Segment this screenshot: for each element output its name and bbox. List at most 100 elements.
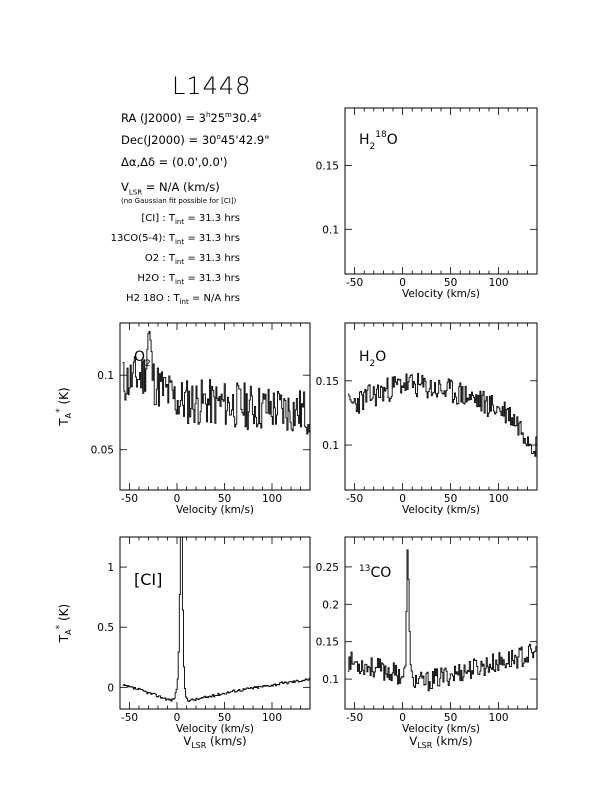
offset-label: Δα,Δδ [121,155,156,169]
x-tick-label: 0 [399,277,406,289]
spectrum-panel: -50 0 50 100 0 0.5 1 Velocity (km/s)VLSR (km/s)… [55,536,311,750]
tint-row-h218o: H2 18O : Tint = N/A hrs [126,293,240,306]
x-tick-label: 0 [174,712,181,724]
y-tick-label: 0.1 [97,370,114,382]
y-tick-label: 0.15 [316,160,339,172]
x-axis-label: Velocity (km/s) [176,504,254,516]
tint-row-13co: 13CO(5-4): Tint = 31.3 hrs [110,233,240,246]
dec-line: Dec(J2000) = 30o45'42.9" [121,133,270,147]
y-axis-label: TA* (K) [55,387,73,426]
spectrum-line [347,549,538,692]
series-label: H218O [359,130,398,152]
tint-line-o2: O2 [144,253,160,264]
tint-value-o2: 31.3 hrs [198,253,240,264]
y-tick-label: 0.05 [91,445,114,457]
x-tick-label: 100 [489,712,509,724]
vlsr-sub: LSR [128,188,143,197]
x-tick-label: -50 [346,712,363,724]
x-tick-label: -50 [346,493,363,505]
offset-value: (0.0',0.0') [171,155,228,169]
x-tick-label: 50 [444,277,457,289]
integration-times: [CI] : Tint = 31.3 hrs 13CO(5-4): Tint =… [60,213,240,313]
y-tick-label: 0 [107,682,114,694]
x-tick-label: 0 [174,493,181,505]
tint-value-13co: 31.3 hrs [198,233,240,244]
ra-equals: = [185,111,195,125]
y-axis-label: TA* (K) [55,604,73,643]
x-axis-label: Velocity (km/s) [402,723,480,735]
y-tick-label: 0.2 [322,599,339,611]
x-tick-label: 100 [489,277,509,289]
ra-minutes: 25 [210,111,226,125]
x-tick-label: 100 [489,493,509,505]
spectrum-panel: -50 0 50 100 0.1 0.15 Velocity (km/s) H2O [316,322,538,516]
tint-row-o2: O2 : Tint = 31.3 hrs [144,253,240,266]
x-tick-label: 50 [444,712,457,724]
series-label: 13CO [359,564,391,581]
spectrum-panel: -50 0 50 100 0.1 0.15 Velocity (km/s) H218O [316,107,538,300]
series-label: O2 [134,349,151,369]
ra-hours: 3 [198,111,206,125]
vlsr-line: VLSR = N/A (km/s) [121,180,220,196]
y-tick-label: 0.5 [97,622,114,634]
x-tick-label: 50 [218,493,231,505]
source-title: L1448 [172,72,252,100]
ra-label: RA (J2000) [121,111,182,125]
y-tick-label: 1 [107,562,114,574]
dec-degrees: 30 [201,133,217,147]
tint-value-h2o: 31.3 hrs [198,273,240,284]
x-tick-label: 50 [218,712,231,724]
x-tick-label: 100 [262,493,282,505]
tint-line-h218o: H2 18O [126,293,164,304]
offset-equals: = [158,155,169,169]
x-tick-label: 50 [444,493,457,505]
y-tick-label: 0.15 [316,637,339,649]
x-tick-label: -50 [346,277,363,289]
spectrum-line [122,536,311,702]
y-tick-label: 0.1 [322,674,339,686]
y-tick-label: 0.1 [322,440,339,452]
tint-value-h218o: N/A hrs [203,293,240,304]
y-tick-label: 0.15 [316,376,339,388]
plot-frame [344,107,538,275]
x-axis-label: Velocity (km/s) [176,723,254,735]
spectrum-line [122,330,311,435]
vlsr-value: = N/A [145,180,180,194]
gaussian-note: (no Gaussian fit possible for [CI]) [121,197,237,205]
dec-arcmin: 45 [220,133,236,147]
spectrum-panel: -50 0 50 100 0.05 0.1 Velocity (km/s) TA* (K) O2 [55,322,311,516]
plot-frame [119,536,311,710]
x-axis-label-vlsr: VLSR (km/s) [409,734,472,750]
x-tick-label: -50 [121,712,138,724]
tint-row-ci: [CI] : Tint = 31.3 hrs [141,213,240,226]
dec-equals: = [188,133,199,147]
y-tick-label: 0.1 [322,224,339,236]
ra-seconds: 30.4 [231,111,258,125]
x-tick-label: 100 [262,712,282,724]
tint-line-13co: 13CO(5-4) [110,233,163,244]
ra-line: RA (J2000) = 3h25m30.4s [121,111,262,125]
tint-row-h2o: H2O : Tint = 31.3 hrs [137,273,240,286]
dec-label: Dec(J2000) [121,133,185,147]
tint-line-h2o: H2O [137,273,160,284]
tint-value-ci: 31.3 hrs [198,213,240,224]
x-axis-label: Velocity (km/s) [402,504,480,516]
tint-line-ci: [CI] [141,213,160,224]
x-axis-label: Velocity (km/s) [402,288,480,300]
dec-arcsec: 42.9 [238,133,265,147]
x-axis-label-vlsr: VLSR (km/s) [183,734,246,750]
offset-line: Δα,Δδ = (0.0',0.0') [121,155,228,169]
vlsr-label: V [121,180,129,194]
series-label: H2O [359,349,386,369]
spectrum-panel: -50 0 50 100 0.1 0.15 0.2 0.25 Velocity (km/s)VL… [316,536,538,750]
vlsr-unit: (km/s) [183,180,220,194]
x-tick-label: -50 [121,493,138,505]
y-tick-label: 0.25 [316,562,339,574]
plot-frame [344,536,538,710]
series-label: [CI] [134,570,162,589]
plot-frame [344,322,538,491]
spectrum-line [347,373,538,457]
x-tick-label: 0 [399,712,406,724]
x-tick-label: 0 [399,493,406,505]
